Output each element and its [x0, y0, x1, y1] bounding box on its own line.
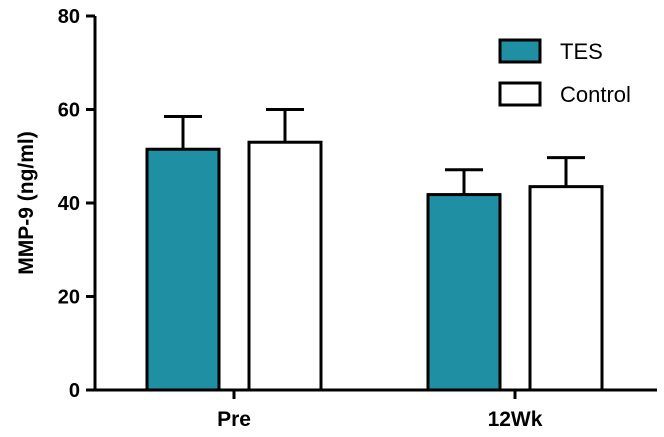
bar-tes-pre	[145, 147, 221, 392]
legend-label-tes: TES	[560, 39, 603, 64]
legend-label-control: Control	[560, 82, 631, 107]
bar-control-12wk	[528, 185, 604, 392]
legend-swatch-control	[498, 81, 542, 107]
bar-tes-12wk	[426, 193, 502, 392]
bar-control-pre	[247, 140, 323, 392]
y-tick-label: 60	[58, 100, 80, 122]
y-axis-title: MMP-9 (ng/ml)	[15, 131, 38, 274]
x-tick-label: 12Wk	[488, 408, 543, 431]
y-tick-label: 0	[69, 380, 80, 402]
y-axis: 0 20 40 60 80	[58, 6, 97, 402]
legend: TES Control	[498, 38, 631, 107]
x-axis: Pre 12Wk	[95, 388, 657, 431]
y-tick-label: 40	[58, 193, 80, 215]
y-tick-label: 20	[58, 287, 80, 309]
y-tick-label: 80	[58, 6, 80, 28]
x-tick-label: Pre	[217, 408, 251, 431]
legend-swatch-tes	[498, 38, 542, 64]
